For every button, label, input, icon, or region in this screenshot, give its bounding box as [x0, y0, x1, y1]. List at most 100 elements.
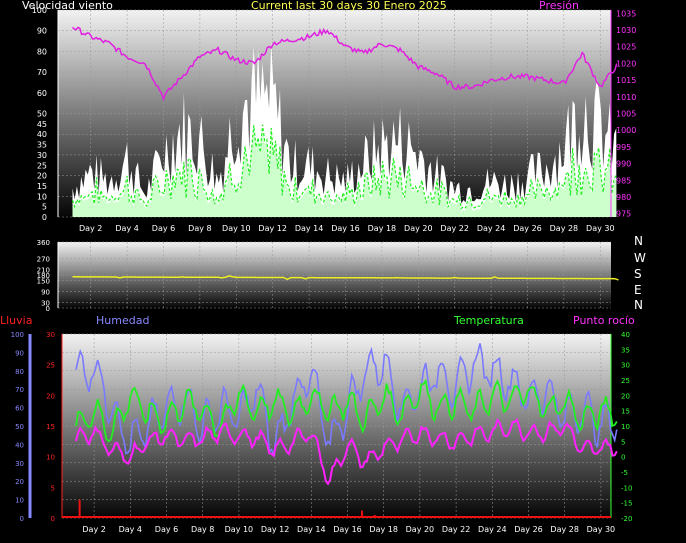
climate-x-tick-label: Day 2: [82, 525, 105, 534]
wind-x-tick-label: Day 22: [440, 224, 469, 233]
wind-y-tick-label: 30: [37, 151, 47, 160]
wind-y-tick-label: 40: [37, 130, 47, 139]
pressure-y-tick-label: 990: [616, 160, 631, 169]
dewpoint-line: [75, 417, 618, 486]
direction-y-tick-label: 150: [37, 278, 50, 286]
wind-y-tick-label: 60: [37, 89, 47, 98]
wind-x-tick-label: Day 8: [188, 224, 211, 233]
wind-x-tick-label: Day 2: [79, 224, 102, 233]
pressure-y-tick-label: 1010: [616, 93, 636, 102]
climate-x-tick-label: Day 4: [119, 525, 142, 534]
rain-y-tick-label: 0: [51, 515, 55, 523]
humidity-line: [75, 343, 618, 459]
compass-s: S: [634, 267, 642, 281]
pressure-y-tick-label: 1035: [616, 9, 636, 18]
pressure-y-tick-label: 1015: [616, 76, 636, 85]
temperature-y-tick-label: 20: [621, 392, 630, 400]
climate-x-tick-label: Day 28: [550, 525, 579, 534]
humidity-y-tick-label: 40: [15, 441, 24, 449]
pressure-y-tick-label: 1025: [616, 43, 636, 52]
humidity-y-tick-label: 70: [15, 386, 24, 394]
climate-x-tick-label: Day 12: [261, 525, 290, 534]
humidity-y-tick-label: 80: [15, 368, 24, 376]
pressure-y-tick-label: 995: [616, 143, 631, 152]
direction-y-tick-label: 270: [37, 256, 50, 264]
humidity-y-tick-label: 30: [15, 460, 24, 468]
direction-y-tick-label: 30: [41, 300, 50, 308]
rain-y-tick-label: 10: [46, 454, 55, 462]
period-title: Current last 30 days 30 Enero 2025: [251, 0, 447, 12]
temperature-y-tick-label: 15: [621, 408, 630, 416]
humidity-y-tick-label: 50: [15, 423, 24, 431]
temperature-y-tick-label: 25: [621, 377, 630, 385]
compass-n-bottom: N: [634, 298, 643, 312]
temperature-y-tick-label: 10: [621, 423, 630, 431]
wind-x-tick-label: Day 14: [295, 224, 324, 233]
climate-x-tick-label: Day 24: [478, 525, 507, 534]
humidity-y-tick-label: 100: [11, 331, 24, 339]
temperature-y-tick-label: -5: [621, 469, 628, 477]
pressure-y-tick-label: 975: [616, 210, 631, 219]
wind-x-tick-label: Day 16: [331, 224, 360, 233]
temperature-title: Temperatura: [454, 314, 524, 327]
compass-e: E: [634, 283, 642, 297]
wind-y-tick-label: 50: [37, 110, 47, 119]
temperature-line: [75, 378, 618, 443]
rain-title: Lluvia: [0, 314, 33, 327]
climate-x-tick-label: Day 14: [297, 525, 326, 534]
pressure-line: [71, 26, 618, 102]
pressure-y-tick-label: 1030: [616, 26, 636, 35]
climate-x-tick-label: Day 22: [442, 525, 471, 534]
rain-y-tick-label: 5: [51, 484, 55, 492]
climate-x-tick-label: Day 8: [191, 525, 214, 534]
wind-y-tick-label: 10: [37, 192, 47, 201]
wind-x-tick-label: Day 4: [115, 224, 138, 233]
wind-y-tick-label: 90: [37, 27, 47, 36]
climate-x-tick-label: Day 18: [369, 525, 398, 534]
wind-x-tick-label: Day 6: [152, 224, 175, 233]
wind-y-tick-label: 25: [37, 161, 47, 170]
humidity-y-tick-label: 0: [20, 515, 24, 523]
direction-y-tick-label: 360: [37, 239, 50, 247]
direction-y-tick-label: 180: [37, 272, 50, 280]
direction-line: [72, 275, 619, 281]
pressure-y-tick-label: 1000: [616, 126, 636, 135]
temperature-y-tick-label: 40: [621, 331, 630, 339]
wind-x-tick-label: Day 30: [586, 224, 615, 233]
pressure-y-tick-label: 1005: [616, 110, 636, 119]
wind-x-tick-label: Day 12: [258, 224, 287, 233]
humidity-y-tick-label: 90: [15, 349, 24, 357]
direction-y-tick-label: 0: [46, 305, 50, 313]
compass-n-top: N: [634, 234, 643, 248]
rain-y-tick-label: 25: [46, 362, 55, 370]
pressure-title: Presión: [539, 0, 579, 12]
rain-y-tick-label: 15: [46, 423, 55, 431]
temperature-y-tick-label: 35: [621, 346, 630, 354]
climate-x-tick-label: Day 10: [225, 525, 254, 534]
wind-x-tick-label: Day 10: [222, 224, 251, 233]
climate-x-tick-label: Day 26: [514, 525, 543, 534]
temperature-y-tick-label: 5: [621, 438, 625, 446]
temperature-y-tick-label: -10: [621, 484, 632, 492]
wind-average-line: [71, 124, 617, 210]
wind-x-tick-label: Day 28: [550, 224, 579, 233]
direction-y-tick-label: 90: [41, 289, 50, 297]
wind-y-tick-label: 35: [37, 141, 47, 150]
climate-x-tick-label: Day 20: [406, 525, 435, 534]
temperature-y-tick-label: -20: [621, 515, 632, 523]
direction-y-tick-label: 210: [37, 267, 50, 275]
temperature-y-tick-label: 0: [621, 454, 625, 462]
wind-x-tick-label: Day 18: [368, 224, 397, 233]
pressure-y-tick-label: 985: [616, 176, 631, 185]
climate-x-tick-label: Day 30: [587, 525, 616, 534]
compass-w: W: [634, 251, 646, 265]
wind-average-area: [72, 127, 617, 217]
wind-y-tick-label: 100: [32, 6, 47, 15]
wind-y-tick-label: 45: [37, 120, 47, 129]
wind-y-tick-label: 70: [37, 68, 47, 77]
rain-y-tick-label: 20: [46, 392, 55, 400]
wind-x-tick-label: Day 24: [477, 224, 506, 233]
climate-x-tick-label: Day 6: [155, 525, 178, 534]
